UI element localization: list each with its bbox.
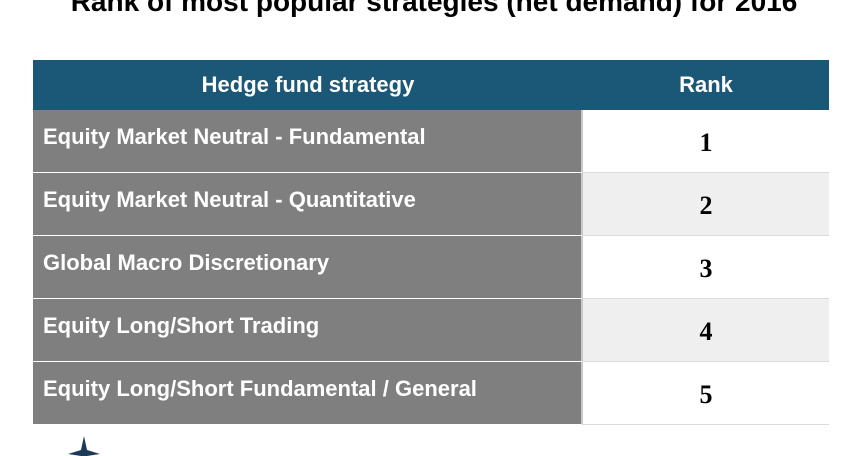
rank-cell: 1 bbox=[583, 110, 829, 173]
table-header: Hedge fund strategy Rank bbox=[33, 60, 829, 110]
rank-cell: 5 bbox=[583, 362, 829, 425]
table-row: Equity Market Neutral - Quantitative 2 bbox=[33, 173, 829, 236]
table-row: Equity Market Neutral - Fundamental 1 bbox=[33, 110, 829, 173]
strategy-cell: Equity Market Neutral - Quantitative bbox=[33, 173, 583, 236]
rank-cell: 2 bbox=[583, 173, 829, 236]
table-row: Equity Long/Short Trading 4 bbox=[33, 299, 829, 362]
chart-title: Rank of most popular strategies (net dem… bbox=[70, 0, 798, 17]
table-row: Equity Long/Short Fundamental / General 5 bbox=[33, 362, 829, 425]
strategy-cell: Equity Long/Short Fundamental / General bbox=[33, 362, 583, 425]
strategy-cell: Global Macro Discretionary bbox=[33, 236, 583, 299]
compass-star-icon bbox=[68, 436, 100, 456]
header-strategy: Hedge fund strategy bbox=[201, 72, 415, 97]
strategy-cell: Equity Long/Short Trading bbox=[33, 299, 583, 362]
strategy-rank-table: Hedge fund strategy Rank Equity Market N… bbox=[33, 60, 829, 425]
rank-cell: 4 bbox=[583, 299, 829, 362]
rank-cell: 3 bbox=[583, 236, 829, 299]
header-rank: Rank bbox=[679, 72, 733, 97]
strategy-cell: Equity Market Neutral - Fundamental bbox=[33, 110, 583, 173]
table-row: Global Macro Discretionary 3 bbox=[33, 236, 829, 299]
